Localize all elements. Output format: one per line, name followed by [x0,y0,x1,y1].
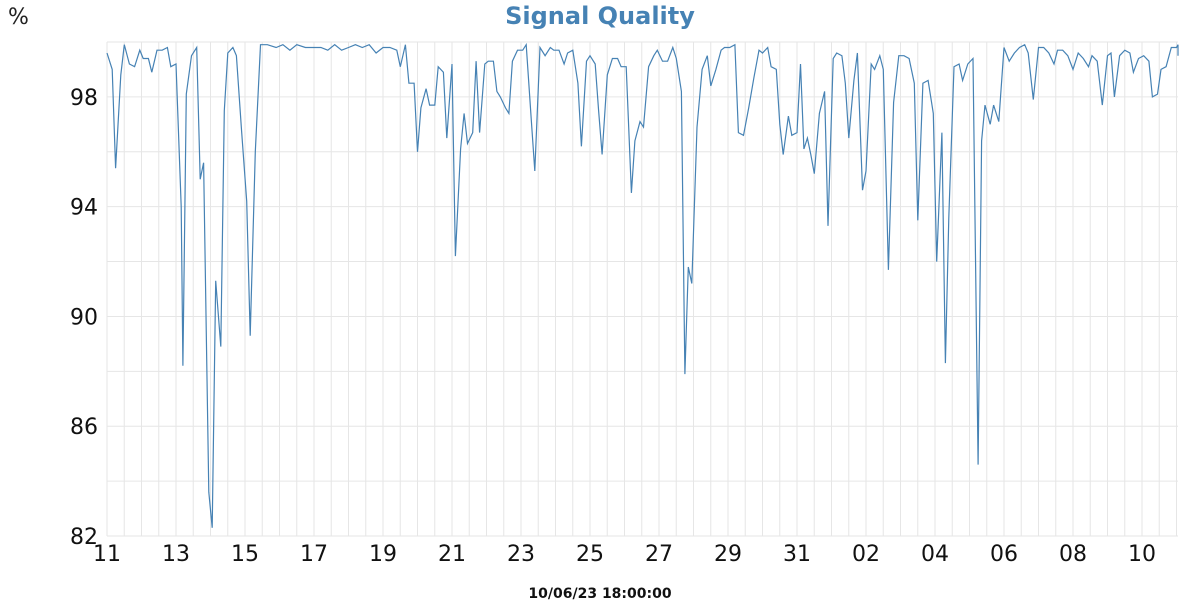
x-tick-label: 02 [852,542,880,567]
y-tick-label: 86 [70,415,98,440]
x-tick-label: 27 [645,542,673,567]
x-gridlines [106,42,1177,536]
x-tick-label: 31 [783,542,811,567]
y-tick-label: 90 [70,305,98,330]
x-tick-label: 25 [576,542,604,567]
y-tick-label: 82 [70,525,98,550]
x-tick-label: 13 [162,542,190,567]
x-tick-labels: 11 13 15 17 19 21 23 25 27 29 31 02 04 06 08 10 [93,542,1156,567]
y-tick-label: 94 [70,196,98,221]
x-tick-label: 15 [231,542,259,567]
x-tick-label: 29 [714,542,742,567]
x-axis-timestamp: 10/06/23 18:00:00 [528,586,671,600]
y-gridlines [107,41,1178,537]
x-tick-label: 19 [369,542,397,567]
y-tick-labels: 82 86 90 94 98 [70,86,98,550]
y-tick-label: 98 [70,86,98,111]
x-tick-label: 04 [921,542,949,567]
x-tick-label: 08 [1059,542,1087,567]
x-tick-label: 23 [507,542,535,567]
x-tick-label: 11 [93,542,121,567]
x-tick-label: 21 [438,542,466,567]
chart-title: Signal Quality [505,2,695,30]
y-axis-label: % [8,5,29,30]
x-tick-label: 10 [1128,542,1156,567]
signal-quality-line [106,42,1179,528]
x-tick-label: 17 [300,542,328,567]
x-tick-label: 06 [990,542,1018,567]
